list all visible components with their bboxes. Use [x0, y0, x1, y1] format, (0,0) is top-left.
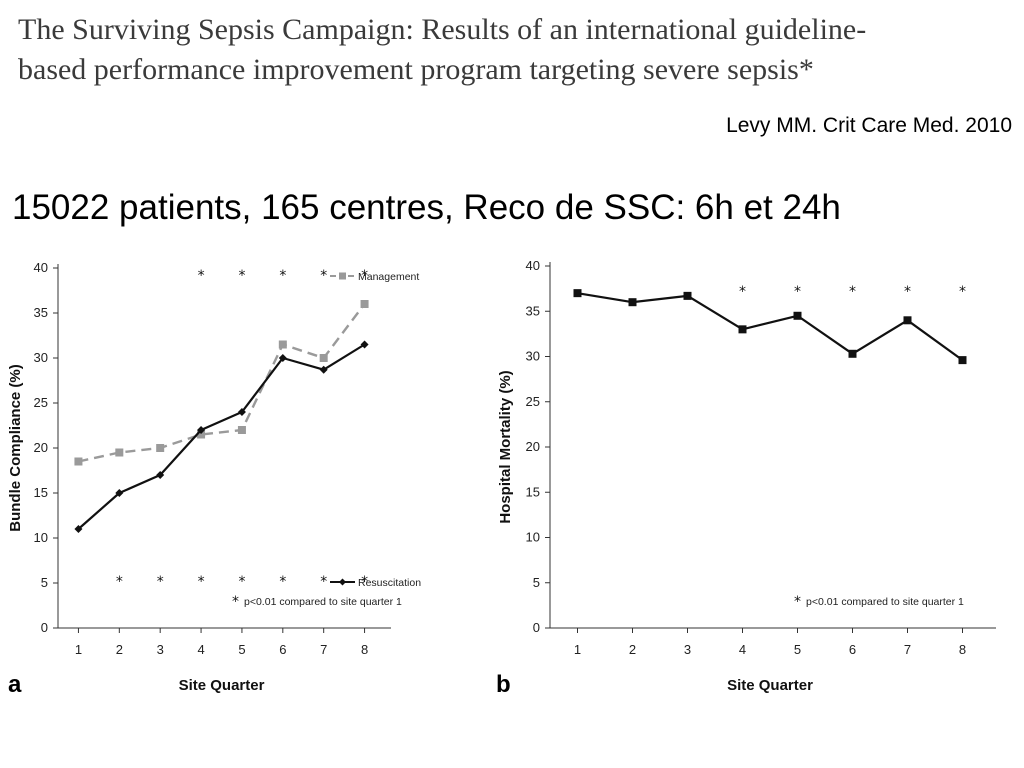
legend-label: Resuscitation: [358, 577, 421, 589]
data-point: [237, 426, 246, 434]
y-axis-title: Hospital Mortality (%): [497, 370, 514, 523]
x-tick-label: 3: [684, 642, 691, 657]
y-tick-label: 25: [34, 395, 48, 410]
y-tick-label: 20: [34, 440, 48, 455]
significance-star: *: [361, 574, 368, 590]
x-tick-label: 3: [157, 642, 164, 657]
headline: 15022 patients, 165 centres, Reco de SSC…: [12, 188, 841, 227]
x-tick-label: 7: [904, 642, 911, 657]
panel-letter: a: [8, 671, 22, 698]
significance-star: *: [959, 284, 966, 300]
x-tick-label: 1: [75, 642, 82, 657]
significance-star: *: [320, 268, 327, 284]
y-tick-label: 15: [526, 484, 540, 499]
y-tick-label: 35: [526, 303, 540, 318]
data-point: [319, 365, 328, 374]
data-point: [360, 340, 369, 349]
y-tick-label: 15: [34, 485, 48, 500]
y-tick-label: 0: [533, 620, 540, 635]
data-point: [628, 298, 637, 307]
series-line-management: [78, 303, 366, 463]
significance-star: *: [320, 574, 327, 590]
y-tick-label: 25: [526, 394, 540, 409]
data-point: [360, 300, 369, 308]
significance-star: *: [794, 284, 801, 300]
x-tick-label: 2: [629, 642, 636, 657]
paper-title-line-2: based performance improvement program ta…: [18, 53, 814, 86]
series-line-resuscitation: [77, 343, 366, 530]
x-tick-label: 8: [361, 642, 368, 657]
significance-star: *: [116, 574, 123, 590]
data-point: [793, 311, 802, 320]
x-tick-label: 2: [116, 642, 123, 657]
citation: Levy MM. Crit Care Med. 2010: [726, 114, 1012, 137]
paper-title-line-1: The Surviving Sepsis Campaign: Results o…: [18, 13, 867, 46]
legend-marker: [339, 272, 346, 280]
significance-star: *: [361, 268, 368, 284]
data-point: [683, 291, 692, 300]
x-tick-label: 4: [197, 642, 204, 657]
x-tick-label: 4: [739, 642, 746, 657]
data-point: [319, 354, 328, 362]
y-tick-label: 5: [533, 575, 540, 590]
x-tick-label: 6: [279, 642, 286, 657]
data-point: [848, 349, 857, 358]
x-tick-label: 1: [574, 642, 581, 657]
y-tick-label: 10: [526, 530, 540, 545]
data-point: [197, 430, 206, 439]
series-line-mortality: [577, 292, 964, 362]
footnote-star: *: [794, 594, 801, 610]
y-tick-label: 30: [34, 350, 48, 365]
data-point: [115, 489, 124, 497]
y-tick-label: 10: [34, 530, 48, 545]
chart-bundle-compliance: 0 5 10 15 20 25 30 35 40 1 2 3 4 5 6 7 8 Site Quarter Bund…: [7, 260, 421, 698]
data-point: [74, 525, 83, 533]
significance-star: *: [904, 284, 911, 300]
footnote-star: *: [232, 594, 239, 610]
y-tick-label: 0: [41, 620, 48, 635]
x-axis-title: Site Quarter: [179, 677, 265, 694]
significance-star: *: [279, 268, 286, 284]
significance-star: *: [739, 284, 746, 300]
x-tick-label: 8: [959, 642, 966, 657]
chart-hospital-mortality: 0 5 10 15 20 25 30 35 40 1 2 3 4 5 6 7 8 Site Quarter Hosp…: [496, 258, 996, 698]
significance-star: *: [279, 574, 286, 590]
y-tick-label: 5: [41, 575, 48, 590]
paper-title: The Surviving Sepsis Campaign: Results o…: [18, 10, 998, 90]
data-point: [573, 289, 582, 298]
data-point: [278, 354, 287, 362]
significance-star: *: [238, 268, 245, 284]
x-tick-label: 6: [849, 642, 856, 657]
x-tick-label: 5: [238, 642, 245, 657]
legend-label: Management: [358, 271, 419, 283]
significance-star: *: [157, 574, 164, 590]
footnote-text: p<0.01 compared to site quarter 1: [806, 596, 964, 608]
significance-star: *: [198, 574, 205, 590]
legend-marker: [339, 578, 346, 586]
data-point: [278, 340, 287, 349]
footnote-text: p<0.01 compared to site quarter 1: [244, 596, 402, 608]
significance-star: *: [238, 574, 245, 590]
data-point: [958, 356, 967, 365]
data-point: [115, 448, 124, 457]
data-point: [738, 325, 747, 334]
significance-star: *: [849, 284, 856, 300]
data-point: [156, 471, 165, 479]
y-tick-label: 40: [34, 260, 48, 275]
x-tick-label: 5: [794, 642, 801, 657]
y-axis-title: Bundle Compliance (%): [7, 364, 24, 532]
x-axis-title: Site Quarter: [727, 677, 813, 694]
y-tick-label: 30: [526, 349, 540, 364]
data-point: [74, 457, 83, 466]
data-point: [156, 444, 165, 452]
x-tick-label: 7: [320, 642, 327, 657]
data-point: [237, 408, 246, 416]
data-point: [903, 316, 912, 325]
y-tick-label: 20: [526, 439, 540, 454]
panel-letter: b: [496, 671, 511, 698]
y-tick-label: 35: [34, 305, 48, 320]
y-tick-label: 40: [526, 258, 540, 273]
data-point: [197, 426, 206, 434]
significance-star: *: [198, 268, 205, 284]
